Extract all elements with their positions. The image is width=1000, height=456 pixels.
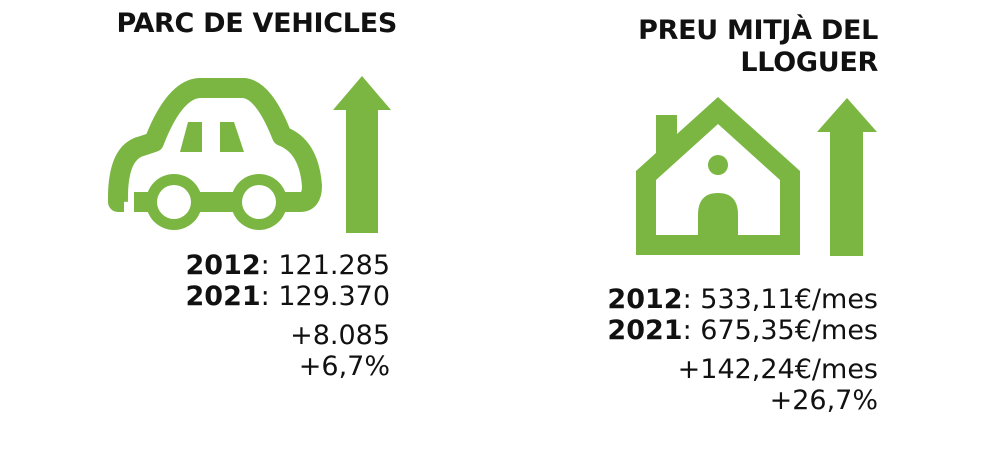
separator: :: [260, 250, 279, 281]
stats-block: 2012: 533,11€/mes 2021: 675,35€/mes +142…: [607, 284, 878, 416]
year-label: 2021: [185, 281, 261, 312]
change-percent: +6,7%: [298, 351, 390, 382]
stat-row-2021: 2021: 129.370: [186, 281, 391, 312]
separator: :: [260, 281, 279, 312]
stat-value: 533,11€/mes: [700, 284, 878, 315]
change-absolute: +142,24€/mes: [677, 354, 878, 385]
stat-row-2021: 2021: 675,35€/mes: [607, 315, 878, 346]
stat-row-2012: 2012: 533,11€/mes: [607, 284, 878, 315]
car-icon: [107, 78, 322, 230]
arrow-up-icon: [817, 98, 877, 256]
panel-title: PREU MITJÀ DEL LLOGUER: [638, 15, 878, 79]
change-absolute: +8.085: [290, 320, 390, 351]
year-label: 2021: [607, 315, 683, 346]
separator: :: [682, 284, 701, 315]
stat-value: 675,35€/mes: [700, 315, 878, 346]
stat-value: 129.370: [278, 281, 390, 312]
title-line: PARC DE VEHICLES: [116, 8, 397, 39]
year-label: 2012: [185, 250, 261, 281]
separator: :: [682, 315, 701, 346]
stat-row-2012: 2012: 121.285: [186, 250, 391, 281]
house-icon: [636, 97, 800, 255]
year-label: 2012: [607, 284, 683, 315]
panel-title: PARC DE VEHICLES: [116, 8, 397, 40]
title-line: PREU MITJÀ DEL: [638, 15, 878, 46]
arrow-up-icon: [333, 76, 391, 233]
change-percent: +26,7%: [769, 385, 878, 416]
title-line: LLOGUER: [740, 47, 878, 78]
stats-block: 2012: 121.285 2021: 129.370 +8.085 +6,7%: [186, 250, 391, 382]
stat-value: 121.285: [278, 250, 390, 281]
